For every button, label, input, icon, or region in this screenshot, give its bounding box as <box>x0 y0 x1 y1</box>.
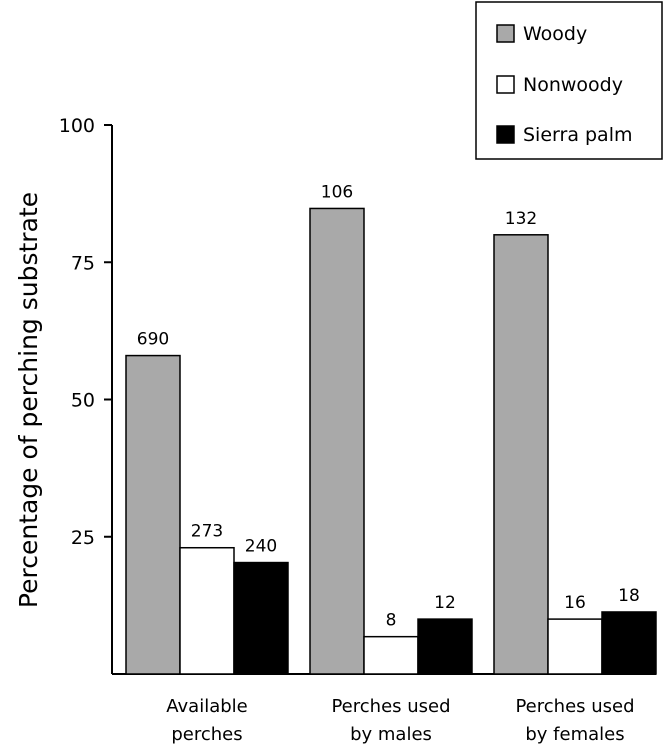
legend-swatch <box>496 75 515 94</box>
bar-nonwoody <box>547 618 603 675</box>
data-label: 18 <box>618 586 640 606</box>
bar-woody <box>125 354 181 675</box>
bar-sierra-palm <box>233 561 289 675</box>
x-category-label: perches <box>171 724 242 745</box>
bar-sierra-palm <box>601 611 657 675</box>
data-label: 240 <box>245 537 277 557</box>
data-label: 8 <box>386 611 397 631</box>
category-labels: Available perches Perches used by males Perc… <box>166 696 634 745</box>
y-tick-label: 50 <box>71 390 95 412</box>
data-label: 12 <box>434 593 456 613</box>
legend-swatch <box>496 125 515 144</box>
y-tick-label: 75 <box>71 252 95 274</box>
legend-label: Sierra palm <box>523 124 633 146</box>
x-category-label: by males <box>350 724 432 745</box>
bar-nonwoody <box>363 635 419 675</box>
data-label: 132 <box>505 209 537 229</box>
x-category-label: by females <box>525 724 624 745</box>
legend-swatch <box>496 24 515 43</box>
data-label: 106 <box>321 182 353 202</box>
legend-label: Nonwoody <box>523 74 623 96</box>
bar-woody <box>309 207 365 675</box>
legend-label: Woody <box>523 23 587 45</box>
data-label: 16 <box>564 593 586 613</box>
x-category-label: Available <box>166 696 247 717</box>
x-category-label: Perches used <box>331 696 450 717</box>
y-tick-label: 25 <box>71 527 95 549</box>
bars <box>125 207 657 675</box>
bar-woody <box>493 234 549 675</box>
legend: Woody Nonwoody Sierra palm <box>475 1 663 160</box>
bar-nonwoody <box>179 546 235 675</box>
data-label: 273 <box>191 522 223 542</box>
x-category-label: Perches used <box>515 696 634 717</box>
data-labels: 690 273 240 106 8 12 132 16 18 <box>137 182 640 630</box>
data-label: 690 <box>137 330 169 350</box>
y-tick-label: 100 <box>59 115 95 137</box>
bar-sierra-palm <box>417 618 473 675</box>
y-axis-title: Percentage of perching substrate <box>14 192 43 608</box>
